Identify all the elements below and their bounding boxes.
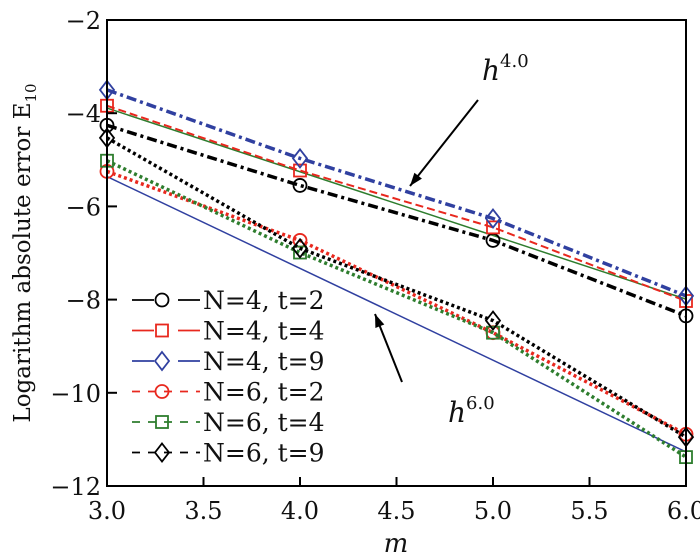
y-tick-label: −8 [66,287,101,315]
series-line-2 [106,88,687,298]
y-tick-label: −10 [50,380,101,408]
square-marker [293,163,307,178]
square-marker [486,325,500,340]
y-tick-label: −12 [50,473,101,501]
diamond-marker [153,350,171,372]
legend: N=4, t=2N=4, t=4N=4, t=9N=6, t=2N=6, t=4… [132,286,325,468]
square-marker [486,220,500,235]
circle-marker [292,178,308,193]
plot-area [98,79,695,465]
square-marker [155,323,169,338]
arrow-h4-head [410,172,422,186]
legend-label-4: N=6, t=4 [203,408,325,437]
series-line-4 [106,159,687,459]
reference-line-0 [106,107,687,300]
x-tick-label: 4.5 [377,497,415,525]
legend-label-5: N=6, t=9 [203,439,325,468]
diamond-marker [291,147,309,169]
legend-label-3: N=6, t=2 [203,378,325,407]
x-axis-label: m [384,529,409,558]
arrow-h4 [409,99,479,187]
axes: 3.0 3.5 4.0 4.5 5.0 5.5 6.0 −2 −4 −6 −8 −10 −12 [50,7,700,525]
series-line-1 [106,104,687,302]
y-tick-label: −2 [66,7,101,35]
series-line-0 [106,123,687,318]
series-line-5 [106,136,687,439]
circle-marker [154,384,170,399]
x-tick-label: 5.5 [570,497,608,525]
legend-label-1: N=4, t=4 [203,317,325,346]
y-tick-label: −6 [66,193,101,221]
annotation-h6: h6.0 [448,393,495,429]
arrow-h6-head [375,314,385,328]
series-line-3 [106,169,687,436]
y-axis-label: Logarithm absolute error E10 [10,83,40,422]
legend-label-0: N=4, t=2 [203,286,325,315]
annotation-h4: h4.0 [482,51,529,87]
y-tick-label: −4 [66,100,101,128]
diamond-marker [484,208,502,229]
circle-marker [154,292,170,308]
diamond-marker [291,237,309,259]
legend-label-2: N=4, t=9 [203,347,325,376]
x-tick-label: 5.0 [474,497,512,525]
x-tick-label: 3.0 [88,497,126,525]
annotations: h4.0 h6.0 [448,51,529,429]
diamond-marker [153,442,171,463]
reference-line-1 [106,175,687,453]
diamond-marker [484,310,502,332]
plot-frame [106,19,687,487]
x-tick-label: 4.0 [281,497,319,525]
x-tick-label: 6.0 [667,497,700,525]
x-tick-label: 3.5 [184,497,222,525]
square-marker [155,415,169,429]
